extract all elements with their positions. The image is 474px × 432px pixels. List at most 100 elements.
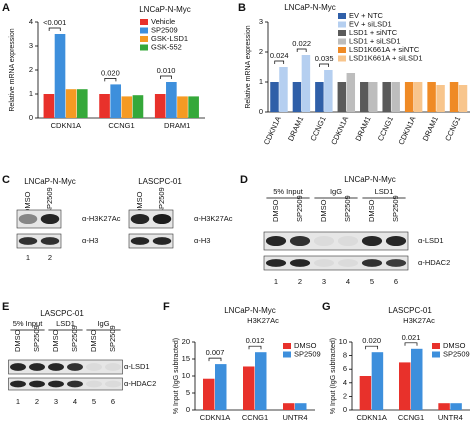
bar [54,34,66,118]
bar [450,403,462,410]
x-tick-label: CCNG1 [308,115,327,143]
legend-swatch [338,38,346,45]
lane-number: 2 [48,253,52,262]
p-value: 0.022 [292,39,311,48]
blot-band [313,259,335,267]
blot-row-label: α-H3K27Ac [82,214,121,223]
legend-label: DMSO [443,341,466,350]
blot-band [105,380,121,388]
blot-band [337,259,359,267]
significance-bracket [248,345,262,350]
legend-swatch [338,13,346,19]
bar [399,362,411,410]
legend-label: LSD1K661A + siLSD1 [349,53,423,62]
lane-label: SP2509 [391,195,400,222]
bar [404,82,414,112]
blot-band [10,363,26,371]
lane-label: DMSO [51,329,60,352]
blot-band [29,380,45,388]
lane-label: SP2509 [70,325,79,352]
p-value: 0.020 [362,336,381,345]
blot-band [289,235,311,247]
blot-band [67,363,83,371]
y-tick-label: 4 [343,378,347,387]
bar [177,96,188,118]
lane-number: 5 [92,397,96,406]
blot-band [86,363,102,371]
lane-number: 1 [26,253,30,262]
y-axis-label: % Input (IgG subtracted) [330,338,337,414]
lane-label: DMSO [135,191,144,214]
blot-band [289,259,311,267]
bar [324,70,333,112]
significance-bracket [319,63,329,67]
x-tick-label: UNTR4 [282,413,307,422]
panel-letter: D [240,174,248,186]
bar [279,67,288,112]
bar [188,96,199,118]
y-tick-label: 1 [259,77,263,86]
bar [215,364,227,410]
lane-group-label: IgG [330,187,342,196]
bar [43,94,55,118]
legend-label: EV + NTC [349,11,384,20]
bar [411,348,423,410]
y-tick-label: 3 [29,41,33,50]
y-tick-label: 10 [182,371,190,380]
panel-letter: A [2,2,10,14]
x-tick-label: CCNG1 [108,121,134,130]
x-tick-label: UNTR4 [438,413,463,422]
significance-bracket [48,27,61,31]
lane-number: 2 [298,277,302,286]
y-tick-label: 0 [259,107,263,116]
y-tick-label: 4 [29,17,33,26]
blot-band [105,363,121,371]
blot-band [337,235,359,247]
significance-bracket [365,345,379,350]
lane-label: DMSO [89,329,98,352]
y-tick-label: 6 [343,364,347,373]
y-tick-label: 10 [339,337,347,346]
panel-letter: E [2,301,9,313]
legend-swatch [432,343,440,349]
blot-row-label: α-LSD1 [124,362,150,371]
legend-label: LSD1K661A + siNTC [349,45,420,54]
bar [132,95,144,118]
bar [337,82,347,112]
significance-bracket [404,342,418,346]
lane-group-label: 5% Input [13,319,44,328]
blot-band [29,363,45,371]
lane-number: 1 [274,277,278,286]
blot-band [152,213,172,225]
lane-label: DMSO [367,199,376,222]
blot-band [86,380,102,388]
y-axis-label: % Input (IgG subtracted) [173,338,180,414]
y-tick-label: 1 [29,89,33,98]
legend-swatch [140,19,148,25]
lane-number: 4 [346,277,350,286]
x-tick-label: DRAM1 [421,115,440,143]
y-tick-label: 2 [29,65,33,74]
significance-bracket [296,48,307,52]
lane-group-label: IgG [97,319,109,328]
bar [76,89,88,118]
x-tick-label: CCNG1 [242,413,268,422]
legend-swatch [338,21,346,28]
p-value: 0.012 [246,336,265,345]
legend-swatch [140,44,148,51]
blot-row-label: α-HDAC2 [418,258,450,267]
lane-label: DMSO [271,199,280,222]
lane-label: SP2509 [45,187,54,214]
bar [154,94,166,118]
bar [382,82,391,112]
blot-band [313,235,335,247]
lane-label: DMSO [319,199,328,222]
blot-band [385,259,407,267]
chart-title: LNCaP-N-Myc [139,5,191,14]
y-tick-label: 5 [186,388,190,397]
x-tick-label: CDKN1A [356,413,386,422]
x-tick-label: CDKN1A [200,413,230,422]
bar [438,403,450,410]
p-value: 0.035 [315,54,334,63]
bar [371,352,384,410]
